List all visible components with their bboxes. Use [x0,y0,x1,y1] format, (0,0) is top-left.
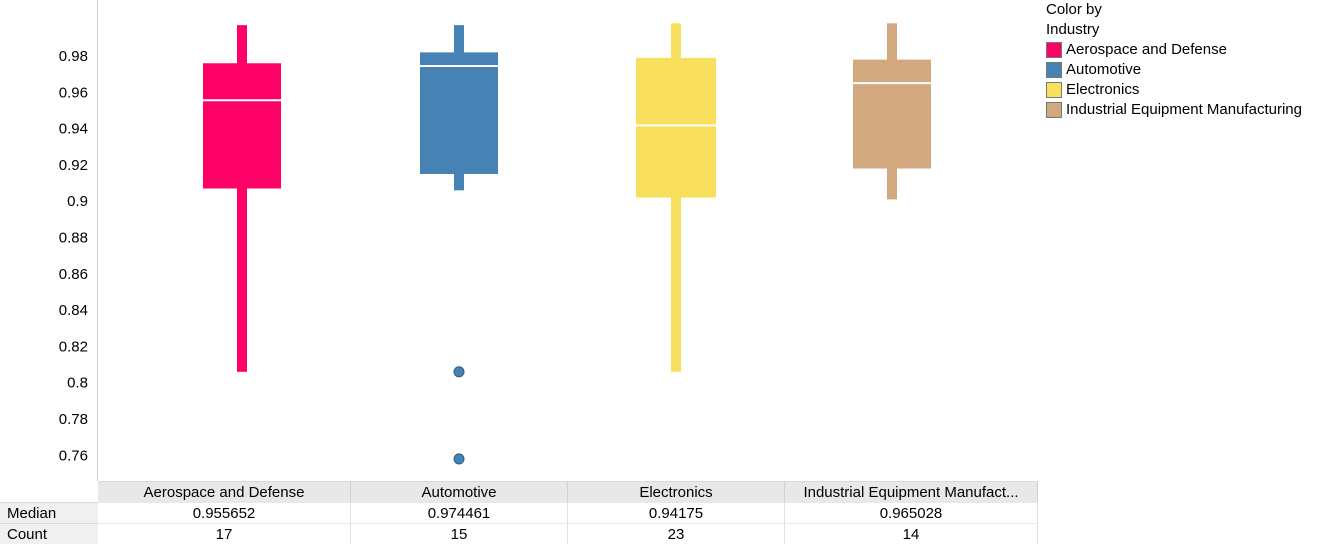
y-tick-label: 0.88 [59,230,88,247]
y-tick-label: 0.76 [59,447,88,464]
outlier-point [453,366,465,378]
y-tick-label: 0.78 [59,411,88,428]
summary-header-row: Aerospace and Defense Automotive Electro… [0,481,1038,502]
legend-label: Aerospace and Defense [1066,41,1227,58]
y-tick-label: 0.92 [59,157,88,174]
legend-swatch-aerospace [1046,42,1062,58]
header-spacer [0,481,98,502]
y-tick-label: 0.8 [67,375,88,392]
legend-label: Industrial Equipment Manufacturing [1066,101,1302,118]
median-label: Median [0,502,98,523]
y-tick-label: 0.94 [59,121,88,138]
median-cell: 0.94175 [568,502,785,523]
box-series [203,23,931,465]
median-cell: 0.965028 [785,502,1038,523]
legend-item-automotive[interactable]: Automotive [1046,60,1334,80]
legend: Color by Industry Aerospace and Defense … [1046,0,1334,120]
box [420,52,498,174]
median-row: Median 0.955652 0.974461 0.94175 0.96502… [0,502,1038,523]
legend-item-electronics[interactable]: Electronics [1046,80,1334,100]
count-cell: 17 [98,523,351,544]
count-cell: 23 [568,523,785,544]
legend-label: Automotive [1066,61,1142,78]
box-plot: 0.98 0.96 0.94 0.92 0.9 0.88 0.86 0.84 0.82 0.8 0.… [59,0,931,481]
y-tick-label: 0.98 [59,48,88,65]
count-row: Count 17 15 23 14 [0,523,1038,544]
box [853,59,931,169]
y-tick-label: 0.96 [59,84,88,101]
summary-table: Aerospace and Defense Automotive Electro… [0,481,1038,544]
y-axis-ticks: 0.98 0.96 0.94 0.92 0.9 0.88 0.86 0.84 0.82 0.8 0.… [59,48,88,464]
legend-item-aerospace[interactable]: Aerospace and Defense [1046,40,1334,60]
legend-label: Electronics [1066,81,1140,98]
box [203,63,281,189]
legend-swatch-industrial [1046,102,1062,118]
legend-title: Color by Industry [1046,1,1102,38]
count-cell: 15 [351,523,568,544]
category-header: Electronics [568,481,785,502]
category-header: Aerospace and Defense [98,481,351,502]
count-cell: 14 [785,523,1038,544]
median-cell: 0.955652 [98,502,351,523]
y-tick-label: 0.82 [59,338,88,355]
count-label: Count [0,523,98,544]
box [636,57,716,198]
y-tick-label: 0.86 [59,266,88,283]
outlier-point [453,453,465,465]
y-tick-label: 0.9 [67,193,88,210]
whisker [237,25,247,372]
legend-item-industrial[interactable]: Industrial Equipment Manufacturing [1046,100,1334,120]
legend-swatch-automotive [1046,62,1062,78]
y-tick-label: 0.84 [59,302,88,319]
legend-swatch-electronics [1046,82,1062,98]
category-header: Automotive [351,481,568,502]
category-header: Industrial Equipment Manufact... [785,481,1038,502]
median-cell: 0.974461 [351,502,568,523]
